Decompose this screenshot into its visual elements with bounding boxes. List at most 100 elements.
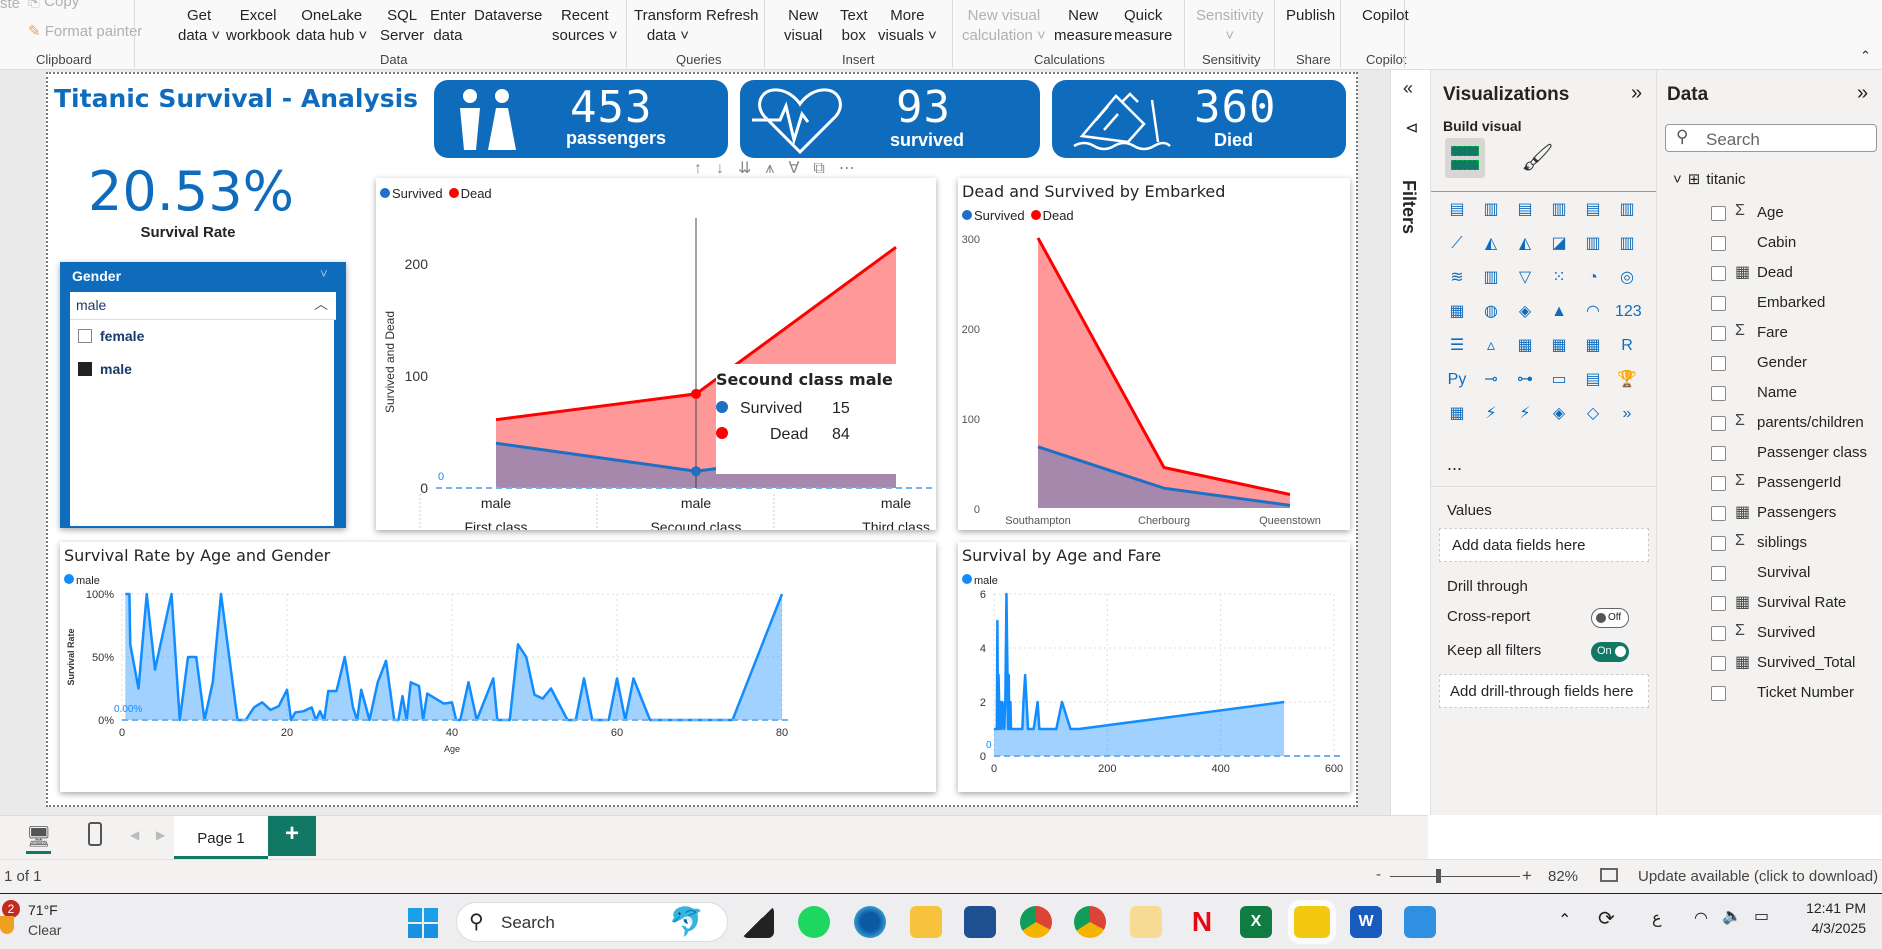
- field-checkbox[interactable]: [1711, 356, 1726, 371]
- zoom-slider-thumb[interactable]: [1436, 869, 1441, 883]
- donut-visual-icon[interactable]: ◎: [1620, 269, 1634, 286]
- azure-map-visual-icon[interactable]: ▲: [1551, 303, 1567, 320]
- clustered-bar-visual-icon[interactable]: ▤: [1517, 201, 1533, 218]
- pie-visual-icon[interactable]: ◔: [1588, 269, 1598, 286]
- field-item[interactable]: ▦ Dead: [1657, 260, 1882, 290]
- show-hidden-icons[interactable]: ⌃: [1558, 912, 1572, 929]
- excel-app-icon[interactable]: X: [1240, 906, 1272, 938]
- refresh-button[interactable]: Refresh: [706, 7, 759, 24]
- field-checkbox[interactable]: [1711, 206, 1726, 221]
- field-item[interactable]: ▦ Survived_Total: [1657, 650, 1882, 680]
- field-item[interactable]: Σ Survived: [1657, 620, 1882, 650]
- sync-icon[interactable]: ⟳: [1598, 908, 1615, 930]
- desktop-view-icon[interactable]: 🖥: [26, 824, 52, 854]
- wifi-icon[interactable]: ◠: [1694, 910, 1708, 927]
- copilot-button[interactable]: Copilot: [1362, 7, 1409, 24]
- quick-measure-button[interactable]: Quick measure: [1114, 7, 1173, 44]
- clock-date[interactable]: 4/3/2025: [1811, 920, 1867, 936]
- field-item[interactable]: ▦ Passengers: [1657, 500, 1882, 530]
- chrome-profile-app-icon[interactable]: [1074, 906, 1106, 938]
- field-checkbox[interactable]: [1711, 626, 1726, 641]
- chevron-up-icon[interactable]: ︿: [314, 296, 328, 312]
- data-search-input[interactable]: ⚲ Search: [1665, 124, 1877, 152]
- collapse-ribbon-icon[interactable]: ⌃: [1860, 48, 1871, 63]
- copy-button[interactable]: ⎘ Copy: [28, 0, 79, 12]
- field-item[interactable]: Survival: [1657, 560, 1882, 590]
- slicer-dropdown[interactable]: male ︿: [70, 292, 336, 320]
- scatter-visual-icon[interactable]: ⁙: [1552, 269, 1566, 286]
- field-item[interactable]: Ticket Number: [1657, 680, 1882, 710]
- key-influencers-visual-icon[interactable]: ⊸: [1484, 371, 1498, 388]
- card-visual-icon[interactable]: 123: [1615, 303, 1642, 320]
- zoom-in-button[interactable]: +: [1522, 866, 1532, 885]
- field-item[interactable]: ▦ Survival Rate: [1657, 590, 1882, 620]
- taskbar-search[interactable]: ⚲ Search 🐬: [456, 902, 728, 942]
- next-page-icon[interactable]: ▶: [156, 828, 166, 842]
- line-visual-icon[interactable]: ⟋: [1451, 235, 1463, 252]
- r-visual-visual-icon[interactable]: R: [1621, 337, 1633, 354]
- python-visual-icon[interactable]: Py: [1447, 371, 1467, 388]
- more-visuals-ellipsis[interactable]: ...: [1447, 454, 1463, 474]
- map-visual-icon[interactable]: ◍: [1484, 303, 1498, 320]
- stacked-area-visual-icon[interactable]: ◭: [1518, 235, 1532, 252]
- volume-icon[interactable]: 🔈: [1722, 908, 1742, 925]
- ribbon-visual-icon[interactable]: ≋: [1450, 269, 1464, 286]
- legend-item[interactable]: Survived: [380, 186, 443, 201]
- sql-server-button[interactable]: SQL Server: [380, 7, 425, 44]
- edge-app-icon[interactable]: [854, 906, 886, 938]
- add-page-button[interactable]: +: [268, 816, 316, 856]
- field-checkbox[interactable]: [1711, 446, 1726, 461]
- qa-visual-icon[interactable]: ▭: [1551, 371, 1567, 388]
- fit-to-page-icon[interactable]: [1600, 868, 1618, 882]
- legend-item[interactable]: male: [962, 574, 998, 587]
- format-painter-button[interactable]: ✎ Format painter: [28, 23, 143, 40]
- expand-all-icon[interactable]: ⇊: [738, 160, 766, 177]
- kpi-visual-icon[interactable]: ▵: [1486, 337, 1496, 354]
- narrative-visual-icon[interactable]: ▤: [1585, 371, 1601, 388]
- field-checkbox[interactable]: [1711, 386, 1726, 401]
- power-automate-visual-icon[interactable]: »: [1622, 405, 1632, 422]
- arcgis-visual-icon[interactable]: ◈: [1552, 405, 1566, 422]
- field-item[interactable]: Passenger class: [1657, 440, 1882, 470]
- field-checkbox[interactable]: [1711, 416, 1726, 431]
- cross-report-toggle[interactable]: Off: [1591, 608, 1629, 628]
- paginated-visual-icon[interactable]: ▦: [1449, 405, 1465, 422]
- kpi-died[interactable]: 360 Died: [1052, 80, 1346, 158]
- start-button[interactable]: [408, 908, 438, 938]
- text-box-button[interactable]: Text box: [840, 7, 868, 44]
- field-checkbox[interactable]: [1711, 596, 1726, 611]
- excel-workbook-button[interactable]: Excel workbook: [226, 7, 291, 44]
- clock-time[interactable]: 12:41 PM: [1806, 900, 1866, 916]
- format-visual-tab[interactable]: 🖌: [1521, 142, 1555, 172]
- drill-down-icon[interactable]: ↓: [716, 160, 738, 177]
- spotify-app-icon[interactable]: [798, 906, 830, 938]
- dataverse-button[interactable]: Dataverse: [474, 7, 543, 24]
- waterfall-visual-icon[interactable]: ▥: [1483, 269, 1499, 286]
- language-indicator[interactable]: ع: [1652, 910, 1662, 927]
- collapse-pane-icon[interactable]: »: [1631, 82, 1643, 104]
- slicer-option[interactable]: male: [78, 361, 132, 377]
- field-checkbox[interactable]: [1711, 476, 1726, 491]
- word-app-icon[interactable]: W: [1350, 906, 1382, 938]
- field-checkbox[interactable]: [1711, 296, 1726, 311]
- table-titanic[interactable]: ˅ ⊞ titanic: [1673, 170, 1746, 189]
- drill-up-icon[interactable]: ↑: [694, 160, 716, 177]
- prev-page-icon[interactable]: ◀: [130, 828, 140, 842]
- netflix-app-icon[interactable]: N: [1191, 906, 1213, 937]
- field-checkbox[interactable]: [1711, 326, 1726, 341]
- new-measure-button[interactable]: New measure: [1054, 7, 1113, 44]
- dev-tool-app-icon[interactable]: [1130, 906, 1162, 938]
- chevron-down-icon[interactable]: ˅: [1673, 170, 1682, 188]
- more-visuals-button[interactable]: More visuals ˅: [878, 7, 937, 44]
- field-item[interactable]: Gender: [1657, 350, 1882, 380]
- goals-visual-icon[interactable]: 🏆: [1617, 371, 1637, 388]
- weather-text[interactable]: Clear: [28, 922, 62, 938]
- enter-data-button[interactable]: Enter data: [430, 7, 466, 44]
- checkbox-unchecked[interactable]: [78, 329, 92, 343]
- legend-item[interactable]: Dead: [448, 186, 492, 201]
- legend-item[interactable]: Dead: [1030, 208, 1074, 223]
- field-checkbox[interactable]: [1711, 266, 1726, 281]
- build-visual-tab[interactable]: [1445, 138, 1485, 178]
- 100-area-visual-icon[interactable]: ◪: [1551, 235, 1567, 252]
- field-checkbox[interactable]: [1711, 566, 1726, 581]
